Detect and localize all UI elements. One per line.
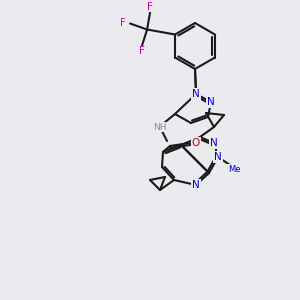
Text: N: N	[214, 152, 222, 162]
Text: Me: Me	[228, 164, 240, 173]
Text: F: F	[120, 19, 126, 28]
Text: N: N	[207, 97, 215, 107]
Text: N: N	[192, 89, 200, 99]
Text: N: N	[192, 180, 200, 190]
Text: N: N	[210, 138, 218, 148]
Text: F: F	[147, 2, 153, 11]
Text: F: F	[139, 46, 145, 56]
Text: O: O	[192, 138, 200, 148]
Text: NH: NH	[153, 122, 167, 131]
